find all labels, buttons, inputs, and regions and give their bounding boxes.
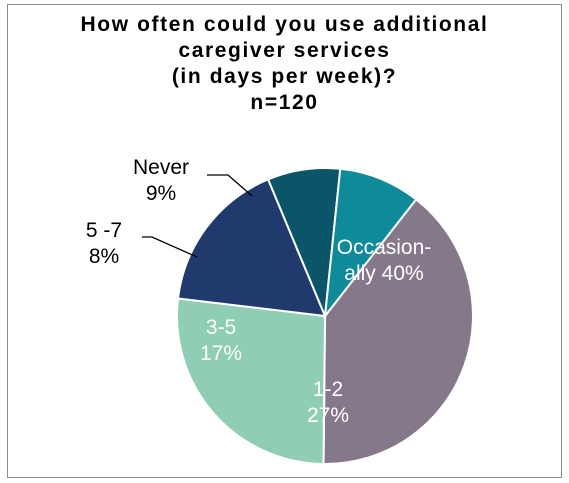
- slice-label-4: 5 -7 8%: [86, 219, 122, 268]
- pie-slice-5: [323, 167, 418, 320]
- slice-label-5-line-1: Never: [133, 156, 189, 179]
- slice-label-1: Occasion-ally 40%: [337, 236, 432, 285]
- pie-slice-2: [176, 297, 327, 466]
- chart-title-line-1: How often could you use additional: [80, 13, 489, 36]
- slice-label-4-line-2: 8%: [89, 245, 119, 268]
- slice-label-1-line-1: Occasion-: [337, 236, 432, 259]
- chart-title: How often could you use additional careg…: [8, 12, 561, 116]
- pie-slice-3: [176, 178, 327, 318]
- leader-line-4: [142, 236, 198, 258]
- slice-label-3-line-2: 17%: [200, 342, 242, 365]
- slice-label-2-line-2: 27%: [307, 404, 349, 427]
- slice-label-1-line-2: ally 40%: [344, 262, 423, 285]
- chart-title-line-4: n=120: [250, 91, 319, 114]
- chart-title-line-3: (in days per week)?: [171, 65, 398, 88]
- pie-slice-1: [322, 197, 474, 465]
- leader-line-5: [207, 174, 253, 197]
- slice-label-3-line-1: 3-5: [206, 316, 236, 339]
- slice-label-2: 1-2 27%: [307, 378, 349, 427]
- slice-label-2-line-1: 1-2: [313, 378, 343, 401]
- slice-label-5: Never 9%: [133, 156, 189, 205]
- slice-label-5-line-2: 9%: [146, 182, 176, 205]
- slice-label-3: 3-5 17%: [200, 316, 242, 365]
- chart-title-line-2: caregiver services: [178, 39, 391, 62]
- slice-label-4-line-1: 5 -7: [86, 219, 122, 242]
